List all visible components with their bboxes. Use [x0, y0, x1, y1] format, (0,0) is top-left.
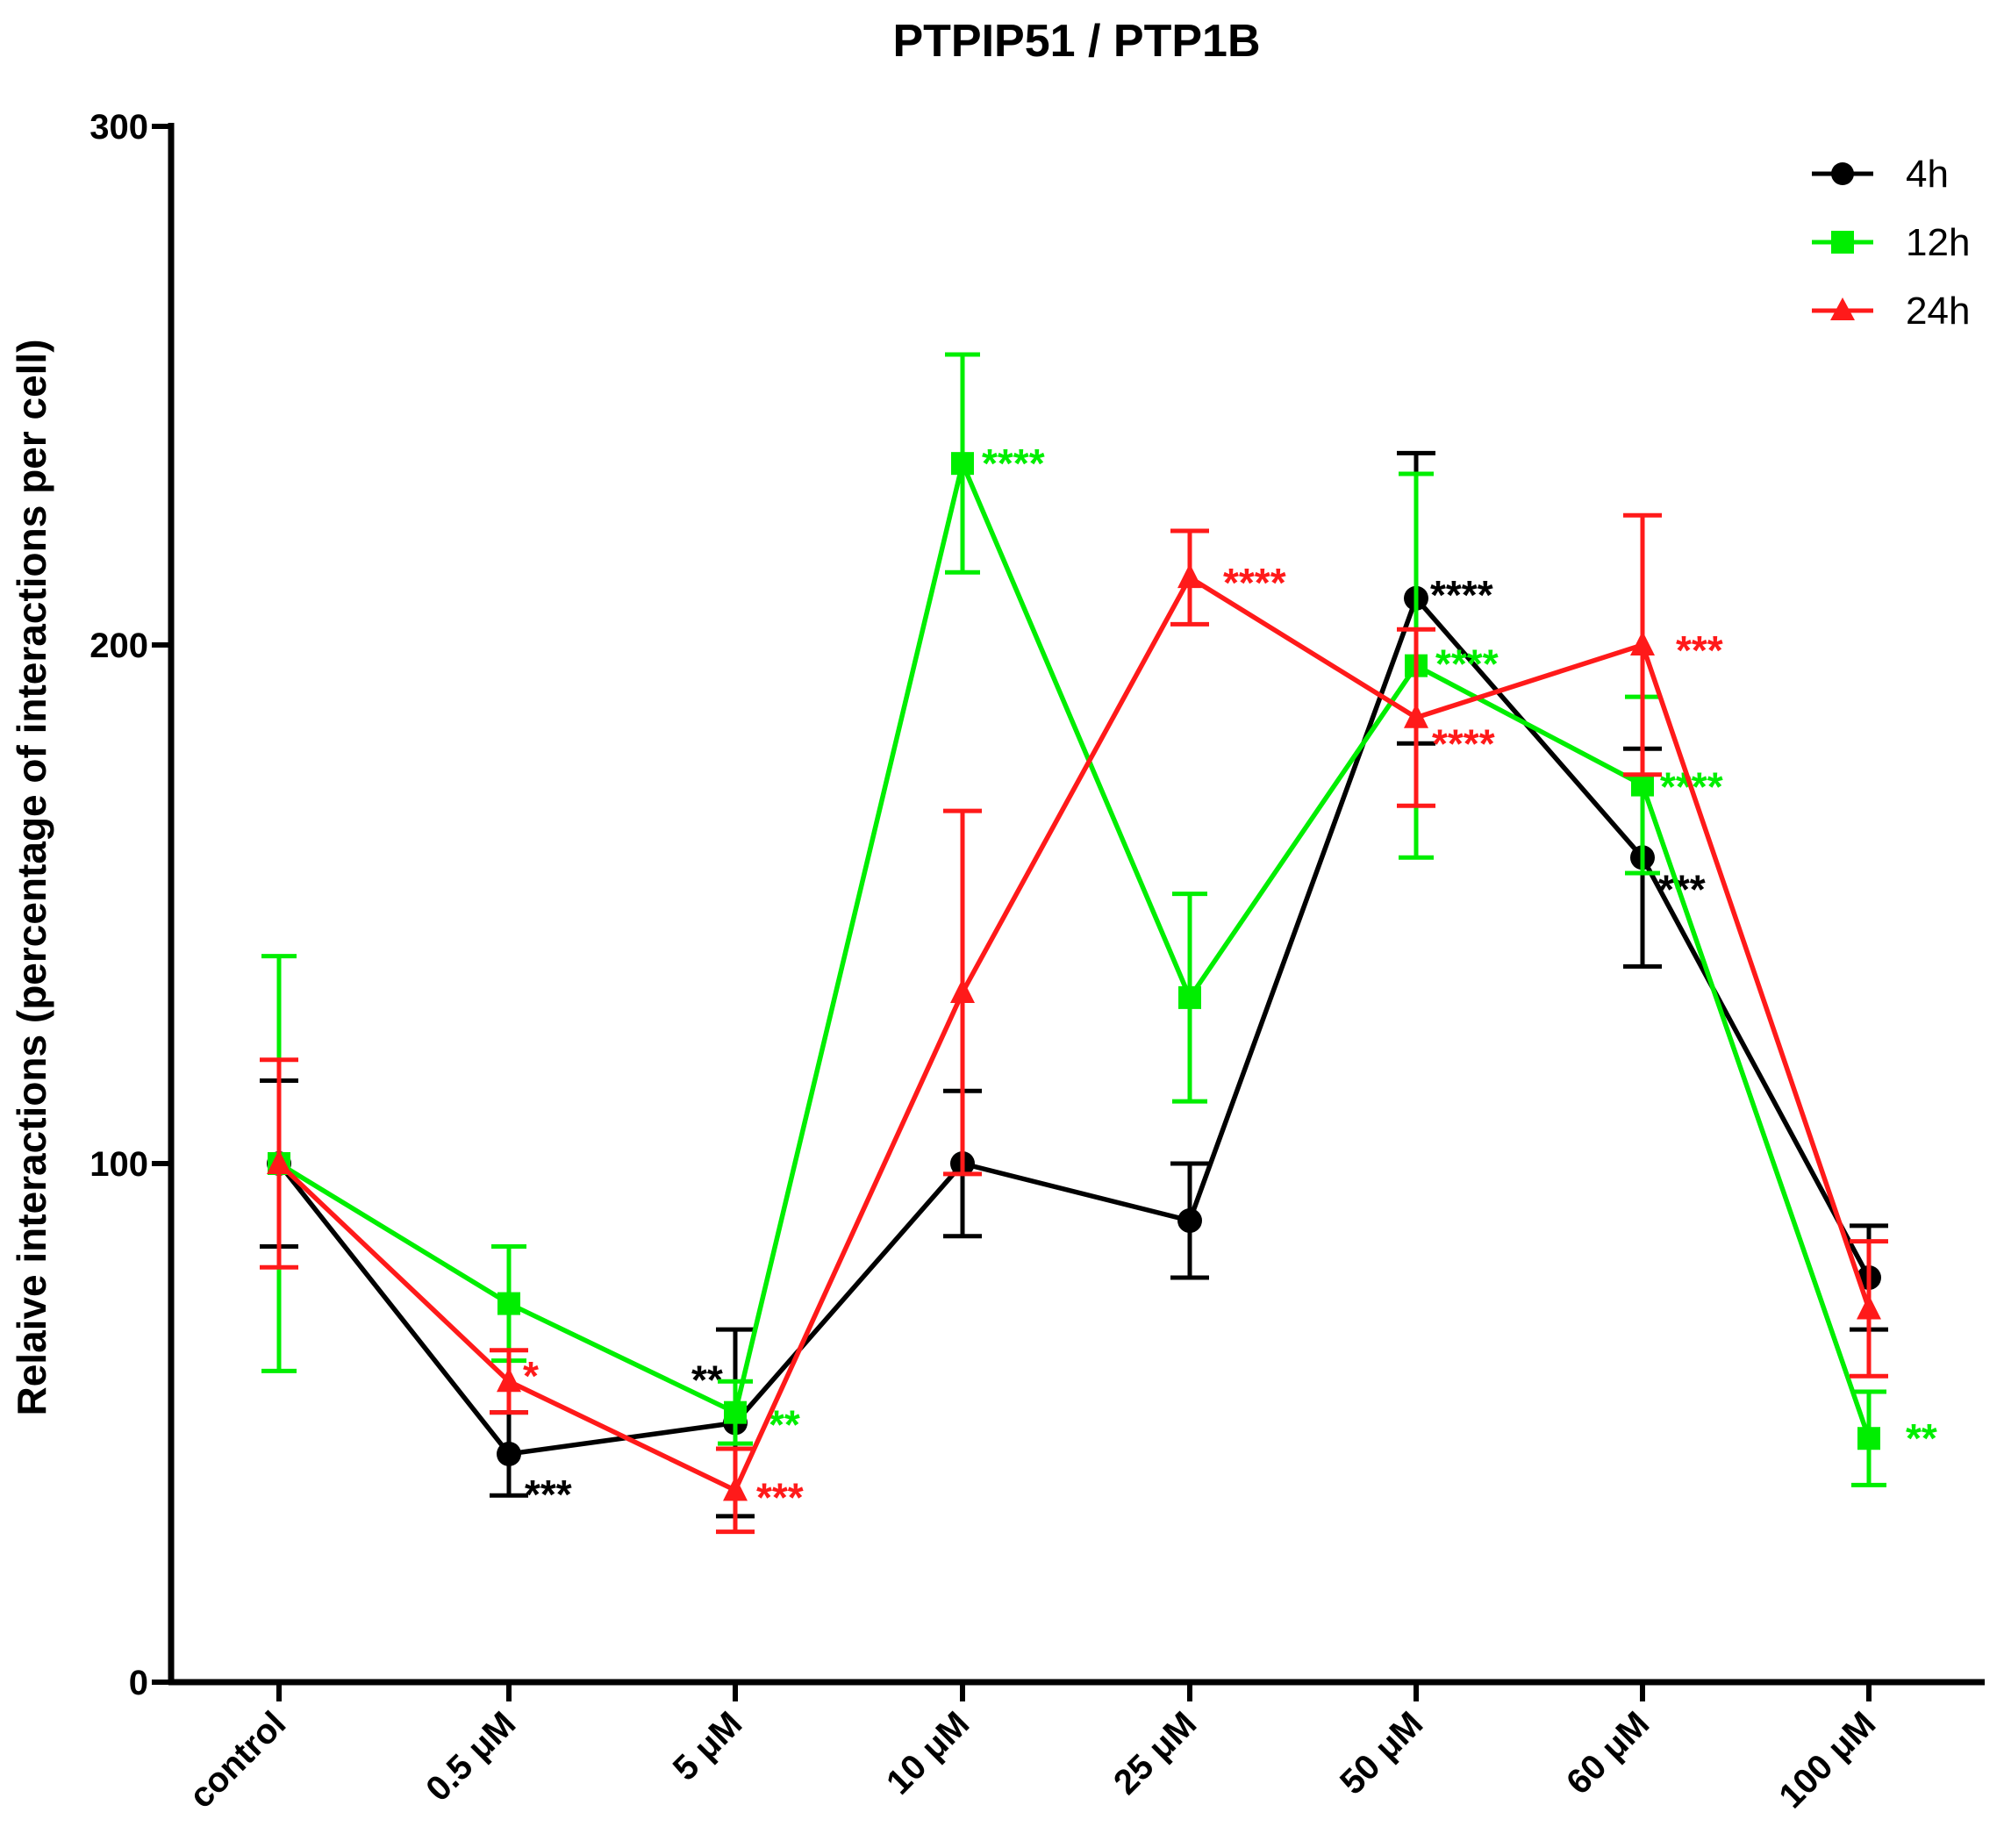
series-line-4h: [276, 596, 1872, 1457]
series-line-24h: [277, 575, 1872, 1493]
legend-marker: [1830, 297, 1855, 320]
series-line-12h: [277, 461, 1872, 1440]
legend-marker: [1831, 231, 1854, 254]
y-axis-label: Relaive interactions (percentage of inte…: [9, 339, 54, 1415]
significance-label: **: [1906, 1415, 1937, 1461]
x-tick-label: 100 μM: [1771, 1704, 1883, 1816]
data-point: [1857, 1427, 1880, 1450]
legend-label: 12h: [1906, 221, 1970, 264]
y-tick-label: 300: [89, 108, 148, 147]
y-tick-label: 0: [129, 1664, 148, 1702]
data-point: [1177, 1208, 1202, 1234]
significance-label: ***: [1676, 627, 1723, 673]
significance-label: ****: [1432, 721, 1495, 767]
x-tick-label: 10 μM: [879, 1704, 977, 1801]
data-point: [497, 1441, 521, 1466]
y-tick-label: 200: [89, 627, 148, 665]
y-tick-label: 100: [89, 1145, 148, 1184]
chart-title: PTPIP51 / PTP1B: [892, 16, 1260, 67]
significance-label: ****: [1435, 641, 1499, 687]
data-point: [497, 1367, 521, 1393]
data-point: [497, 1292, 520, 1315]
data-point: [1631, 773, 1654, 797]
series-layer: ****************************************…: [260, 352, 1937, 1535]
data-point: [1178, 985, 1201, 1009]
data-point: [1177, 563, 1202, 589]
legend: 4h 12h 24h: [1812, 153, 1970, 333]
significance-label: ****: [1223, 560, 1286, 605]
legend-marker: [1831, 162, 1854, 185]
data-point: [1630, 631, 1655, 655]
data-point: [724, 1400, 747, 1424]
significance-label: ****: [982, 441, 1045, 486]
data-point: [1404, 703, 1428, 728]
x-tick-label: 5 μM: [666, 1704, 750, 1788]
significance-label: ****: [1430, 572, 1493, 618]
x-tick-label: 25 μM: [1106, 1704, 1204, 1801]
legend-label: 24h: [1906, 290, 1970, 333]
significance-label: ***: [525, 1472, 572, 1517]
data-point: [1857, 1294, 1881, 1320]
significance-label: ***: [756, 1474, 804, 1520]
x-tick-label: 50 μM: [1333, 1704, 1430, 1801]
data-point: [267, 1150, 291, 1174]
x-tick-label: 0.5 μM: [419, 1704, 523, 1809]
significance-label: *: [523, 1353, 539, 1399]
data-point: [723, 1476, 748, 1501]
data-point: [950, 978, 975, 1003]
x-tick-label: 60 μM: [1559, 1704, 1657, 1801]
data-point: [951, 452, 974, 476]
legend-label: 4h: [1906, 153, 1949, 196]
x-tick-label: control: [182, 1704, 293, 1816]
